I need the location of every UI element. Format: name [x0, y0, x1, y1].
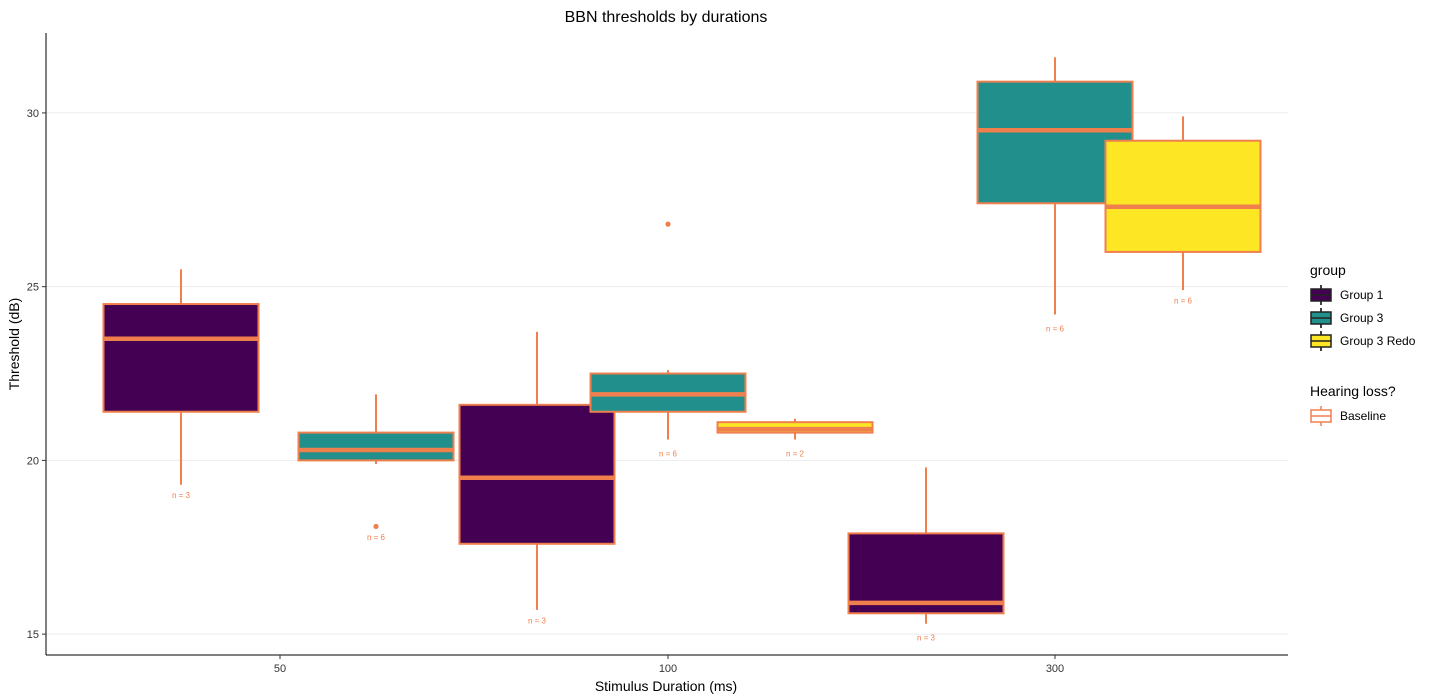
n-label: n = 6: [1046, 324, 1065, 333]
legend-title-group: group: [1310, 262, 1346, 278]
n-label: n = 6: [659, 449, 678, 458]
outlier-point: [373, 523, 379, 530]
y-tick-label: 15: [27, 629, 39, 641]
box-100-group-1: n = 3: [458, 331, 616, 625]
box-300-group-1: n = 3: [847, 467, 1005, 643]
outlier-point: [665, 221, 671, 227]
legend-item: Group 1: [1310, 285, 1384, 305]
box-body: [297, 431, 455, 462]
box-50-group-3: n = 6: [297, 394, 455, 542]
box-body: [1104, 139, 1262, 253]
legend-title-hearing: Hearing loss?: [1310, 383, 1396, 399]
n-label: n = 6: [1174, 297, 1193, 306]
y-ticks: 15 20 25 30: [27, 108, 46, 641]
box-body: [458, 403, 616, 545]
box-series: n = 3 n = 6 n = 3 n = 6 n = 2 n = 3 n = 6 n = 6: [102, 57, 1262, 643]
legend-label: Group 3: [1340, 311, 1384, 325]
x-ticks: 50 100 300: [274, 655, 1064, 675]
box-100-group-3-redo: n = 2: [716, 418, 874, 458]
legend-label: Group 3 Redo: [1340, 334, 1416, 348]
legend-item: Group 3: [1310, 308, 1384, 328]
box-300-group-3-redo: n = 6: [1104, 116, 1262, 306]
x-axis-title: Stimulus Duration (ms): [595, 678, 737, 694]
legend: group Group 1 Group 3 Group 3 Redo Hearing l…: [1310, 262, 1416, 426]
n-label: n = 3: [917, 634, 936, 643]
n-label: n = 3: [172, 491, 191, 500]
n-label: n = 6: [367, 533, 386, 542]
box-body: [102, 303, 260, 413]
legend-item: Baseline: [1310, 406, 1386, 426]
box-50-group-1: n = 3: [102, 269, 260, 500]
box-100-group-3: n = 6: [589, 221, 747, 458]
x-tick-label: 50: [274, 663, 286, 675]
n-label: n = 3: [528, 616, 547, 625]
legend-label: Group 1: [1340, 288, 1384, 302]
x-tick-label: 100: [659, 663, 677, 675]
y-tick-label: 20: [27, 455, 39, 467]
n-label: n = 2: [786, 449, 805, 458]
box-body: [847, 532, 1005, 615]
y-axis-title: Threshold (dB): [6, 298, 22, 391]
chart-title: BBN thresholds by durations: [565, 9, 768, 26]
y-tick-label: 30: [27, 108, 39, 120]
x-tick-label: 300: [1046, 663, 1064, 675]
y-tick-label: 25: [27, 282, 39, 294]
legend-item: Group 3 Redo: [1310, 331, 1416, 351]
legend-label: Baseline: [1340, 409, 1386, 423]
